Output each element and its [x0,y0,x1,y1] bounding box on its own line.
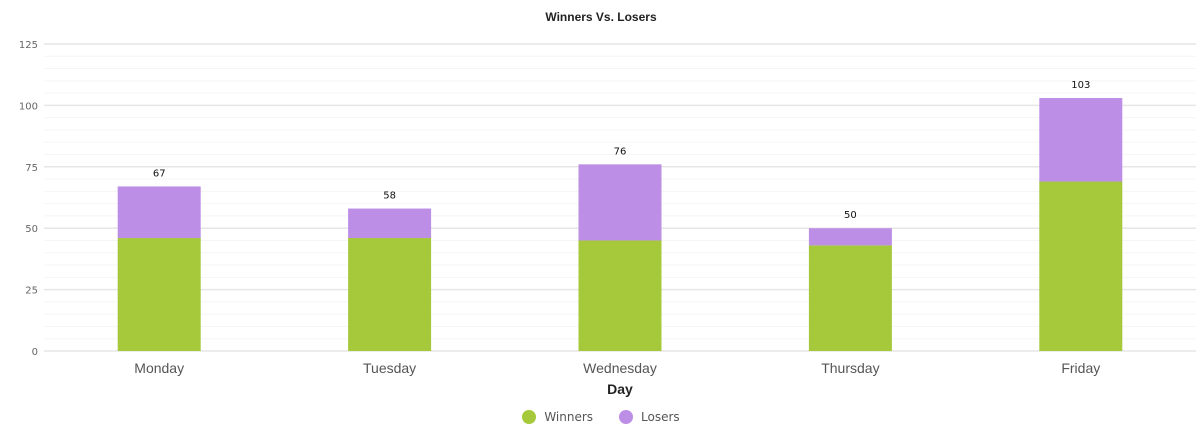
x-axis-title: Day [607,381,633,397]
x-tick-label: Wednesday [583,360,657,376]
x-tick-label: Friday [1061,360,1100,376]
chart-title: Winners Vs. Losers [545,10,657,24]
data-label-total: 50 [844,210,857,221]
bar-losers [808,228,892,246]
y-tick-label: 100 [19,101,38,112]
legend-item-winners[interactable]: Winners [522,410,593,424]
data-label-total: 76 [614,146,627,157]
data-label-total: 103 [1071,80,1090,91]
bar-losers [117,186,201,239]
legend-marker-icon [619,410,634,424]
legend-label: Losers [641,410,680,424]
y-tick-label: 125 [19,40,38,51]
data-label-total: 67 [153,168,166,179]
y-tick-label: 50 [25,224,38,235]
x-tick-label: Tuesday [363,360,416,376]
bar-winners [808,245,892,351]
x-tick-label: Monday [134,360,184,376]
data-label-total: 58 [383,191,396,202]
legend-item-losers[interactable]: Losers [619,410,680,424]
bar-winners [348,238,432,351]
bar-winners [578,240,662,351]
bar-losers [1039,98,1123,182]
legend-label: Winners [544,410,594,424]
bar-losers [348,208,432,239]
bar-winners [117,238,201,351]
legend-marker-icon [522,410,537,424]
y-tick-label: 75 [25,163,38,174]
bar-losers [578,164,662,241]
legend: Winners Losers [0,410,1202,424]
bar-winners [1039,181,1123,351]
y-tick-label: 25 [25,286,38,297]
y-tick-label: 0 [32,347,38,358]
x-tick-label: Thursday [821,360,879,376]
